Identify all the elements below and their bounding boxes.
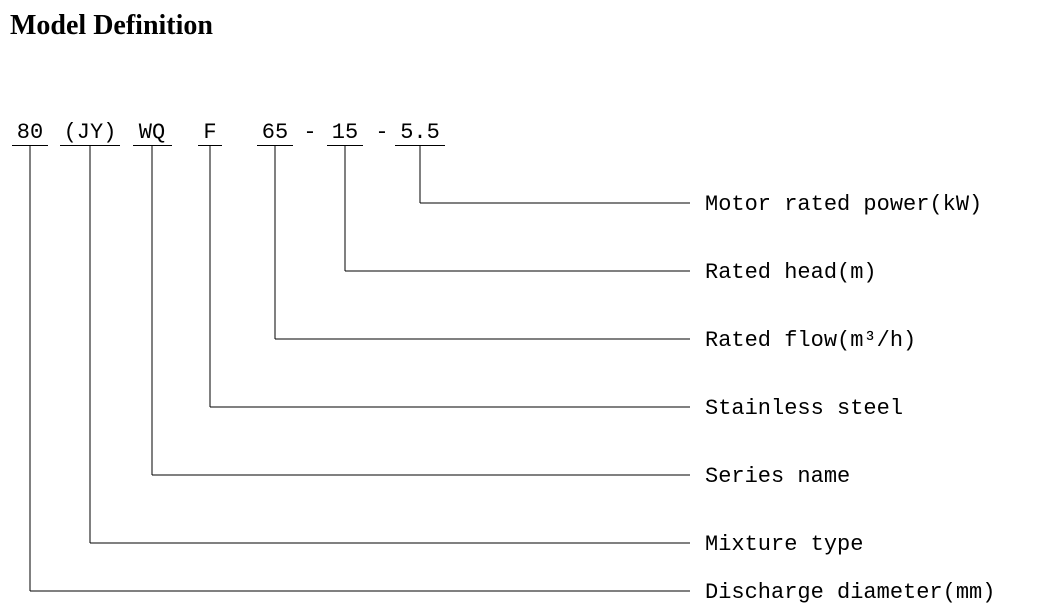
definition-label: Series name (705, 464, 850, 489)
diagram-title: Model Definition (10, 10, 213, 42)
connector-lines (0, 0, 1046, 606)
code-underline (327, 145, 363, 146)
definition-label: Rated flow(m³/h) (705, 328, 916, 353)
code-underline (60, 145, 120, 146)
definition-label: Motor rated power(kW) (705, 192, 982, 217)
code-underline (395, 145, 445, 146)
code-underline (257, 145, 293, 146)
code-underline (12, 145, 48, 146)
definition-label: Discharge diameter(mm) (705, 580, 995, 605)
model-code-part: 5.5 (380, 120, 460, 145)
definition-label: Stainless steel (705, 396, 903, 421)
definition-label: Rated head(m) (705, 260, 877, 285)
code-underline (133, 145, 172, 146)
code-underline (198, 145, 222, 146)
definition-label: Mixture type (705, 532, 863, 557)
